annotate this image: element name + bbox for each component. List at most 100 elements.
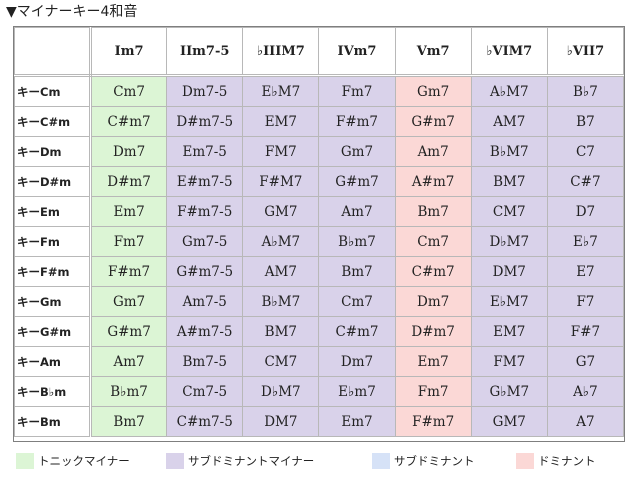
chord-cell: Bm7 [318, 256, 396, 287]
column-header: ♭VII7 [546, 27, 625, 77]
key-label: キーBm [14, 406, 92, 437]
chord-cell: D7 [546, 196, 625, 227]
chord-cell: Dm7-5 [166, 75, 244, 107]
chord-cell: A♭M7 [242, 226, 320, 257]
chord-cell: F#m7 [394, 406, 472, 437]
chord-cell: C#m7 [394, 256, 472, 287]
chord-cell: B♭m7 [89, 376, 168, 407]
page-title: ▼マイナーキー4和音 [6, 4, 138, 20]
chord-table-frame: Im7 IIm7-5 ♭IIIM7 IVm7 Vm7 ♭VIM7 ♭VII7 キーCm Cm7… [13, 26, 625, 442]
chord-cell: Fm7 [394, 376, 472, 407]
chord-cell: G#m7 [318, 166, 396, 197]
legend-item: サブドミナントマイナー [166, 452, 314, 470]
chord-cell: Cm7-5 [166, 376, 244, 407]
chord-cell: Am7 [394, 136, 472, 167]
chord-cell: CM7 [470, 196, 548, 227]
chord-cell: B♭7 [546, 75, 625, 107]
table-row: キーBm Bm7 C#m7-5 DM7 Em7 F#m7 GM7 A7 [14, 406, 625, 437]
chord-cell: B7 [546, 106, 625, 137]
chord-cell: C#7 [546, 166, 625, 197]
chord-cell: G♭M7 [470, 376, 548, 407]
legend-swatch [516, 453, 534, 469]
chord-cell: C#m7-5 [166, 406, 244, 437]
chord-cell: E♭7 [546, 226, 625, 257]
chord-cell: Bm7 [89, 406, 168, 437]
chord-table: Im7 IIm7-5 ♭IIIM7 IVm7 Vm7 ♭VIM7 ♭VII7 キーCm Cm7… [14, 27, 625, 437]
chord-cell: E7 [546, 256, 625, 287]
legend-item: ドミナント [516, 452, 596, 470]
key-label: キーFm [14, 226, 92, 257]
chord-cell: G#m7 [394, 106, 472, 137]
chord-cell: B♭m7 [318, 226, 396, 257]
chord-cell: E#m7-5 [166, 166, 244, 197]
column-header: ♭VIM7 [470, 27, 548, 77]
key-label: キーAm [14, 346, 92, 377]
chord-cell: DM7 [242, 406, 320, 437]
column-header: IIm7-5 [166, 27, 244, 77]
chord-cell: Em7 [394, 346, 472, 377]
key-label: キーEm [14, 196, 92, 227]
chord-cell: A#m7 [394, 166, 472, 197]
legend-item: サブドミナント [372, 452, 475, 470]
table-row: キーDm Dm7 Em7-5 FM7 Gm7 Am7 B♭M7 C7 [14, 136, 625, 167]
chord-cell: F7 [546, 286, 625, 317]
legend-swatch [16, 453, 34, 469]
chord-cell: BM7 [242, 316, 320, 347]
chord-cell: C7 [546, 136, 625, 167]
chord-cell: GM7 [470, 406, 548, 437]
chord-cell: F#m7 [89, 256, 168, 287]
chord-cell: G#m7-5 [166, 256, 244, 287]
chord-cell: Fm7 [89, 226, 168, 257]
chord-cell: Am7 [89, 346, 168, 377]
chord-cell: FM7 [242, 136, 320, 167]
legend-label: ドミナント [538, 454, 596, 468]
chord-cell: Gm7-5 [166, 226, 244, 257]
legend-item: トニックマイナー [16, 452, 130, 470]
legend-label: サブドミナント [394, 454, 475, 468]
column-header: ♭IIIM7 [242, 27, 320, 77]
chord-cell: D♭M7 [470, 226, 548, 257]
chord-cell: E♭M7 [242, 75, 320, 107]
key-label: キーGm [14, 286, 92, 317]
chord-cell: D#m7-5 [166, 106, 244, 137]
column-header: Vm7 [394, 27, 472, 77]
table-row: キーCm Cm7 Dm7-5 E♭M7 Fm7 Gm7 A♭M7 B♭7 [14, 75, 625, 107]
chord-cell: Dm7 [318, 346, 396, 377]
chord-cell: Gm7 [394, 75, 472, 107]
chord-cell: Em7-5 [166, 136, 244, 167]
chord-cell: A7 [546, 406, 625, 437]
legend-label: トニックマイナー [38, 454, 130, 468]
key-label: キーD#m [14, 166, 92, 197]
chord-cell: Am7-5 [166, 286, 244, 317]
chord-cell: A#m7-5 [166, 316, 244, 347]
chord-cell: Em7 [318, 406, 396, 437]
chord-cell: A♭7 [546, 376, 625, 407]
chord-cell: Cm7 [318, 286, 396, 317]
chord-cell: F#7 [546, 316, 625, 347]
chord-cell: F#m7-5 [166, 196, 244, 227]
chord-cell: E♭m7 [318, 376, 396, 407]
legend-swatch [166, 453, 184, 469]
key-label: キーG#m [14, 316, 92, 347]
header-row: Im7 IIm7-5 ♭IIIM7 IVm7 Vm7 ♭VIM7 ♭VII7 [14, 27, 625, 77]
chord-cell: FM7 [470, 346, 548, 377]
chord-cell: Am7 [318, 196, 396, 227]
chord-cell: AM7 [470, 106, 548, 137]
table-row: キーAm Am7 Bm7-5 CM7 Dm7 Em7 FM7 G7 [14, 346, 625, 377]
chord-cell: E♭M7 [470, 286, 548, 317]
table-row: キーEm Em7 F#m7-5 GM7 Am7 Bm7 CM7 D7 [14, 196, 625, 227]
chord-cell: Cm7 [89, 75, 168, 107]
chord-cell: D#m7 [89, 166, 168, 197]
chord-cell: EM7 [242, 106, 320, 137]
chord-cell: Bm7-5 [166, 346, 244, 377]
chord-cell: EM7 [470, 316, 548, 347]
chord-cell: Gm7 [89, 286, 168, 317]
key-label: キーC#m [14, 106, 92, 137]
key-label: キーCm [14, 75, 92, 107]
chord-cell: D#m7 [394, 316, 472, 347]
chord-cell: F#m7 [318, 106, 396, 137]
corner-cell [14, 27, 92, 77]
table-row: キーB♭m B♭m7 Cm7-5 D♭M7 E♭m7 Fm7 G♭M7 A♭7 [14, 376, 625, 407]
table-row: キーFm Fm7 Gm7-5 A♭M7 B♭m7 Cm7 D♭M7 E♭7 [14, 226, 625, 257]
chord-cell: Cm7 [394, 226, 472, 257]
